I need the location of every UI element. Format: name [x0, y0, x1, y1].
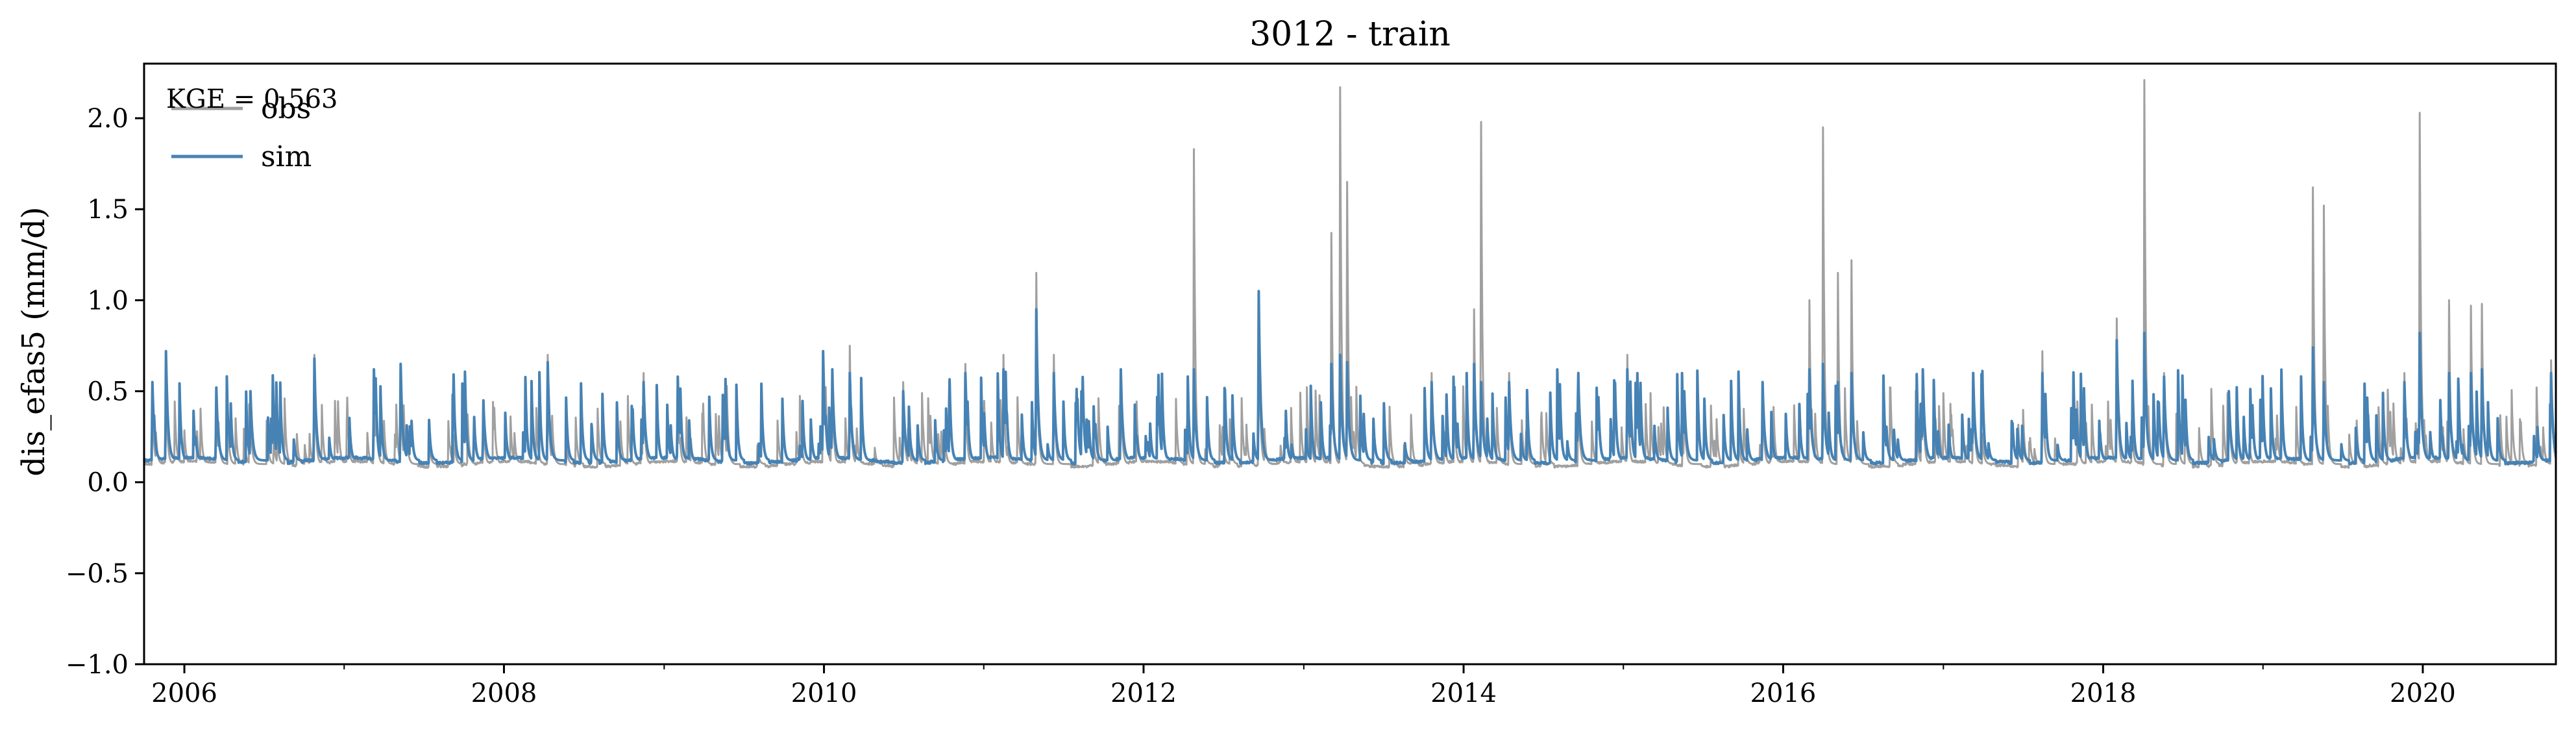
legend-sim-label: sim [261, 140, 312, 173]
y-tick-label: −1.0 [66, 650, 129, 680]
y-tick-label: 1.5 [87, 195, 129, 225]
chart-title: 3012 - train [1249, 15, 1451, 54]
legend-obs-label: obs [261, 92, 311, 125]
y-tick-label: 1.0 [87, 286, 129, 316]
x-tick-label: 2014 [1430, 679, 1497, 708]
x-tick-label: 2016 [1750, 679, 1817, 708]
x-tick-label: 2010 [791, 679, 857, 708]
plot-frame [143, 62, 2557, 666]
kge-annotation: KGE = 0.563 [166, 84, 338, 114]
y-tick-label: 0.0 [87, 468, 129, 498]
series-layer [143, 79, 2557, 469]
x-axis: 2006 2008 2010 2012 2014 2016 2018 2020 [151, 664, 2456, 708]
x-tick-label: 2012 [1110, 679, 1177, 708]
legend: obs sim [171, 92, 312, 173]
y-tick-label: −0.5 [66, 559, 129, 589]
y-axis-label: dis_efas5 (mm/d) [16, 206, 52, 476]
y-tick-label: 2.0 [87, 104, 129, 134]
y-axis: −1.0 −0.5 0.0 0.5 1.0 1.5 2.0 [66, 104, 144, 680]
y-tick-label: 0.5 [87, 377, 129, 407]
x-tick-label: 2006 [151, 679, 217, 708]
x-tick-label: 2018 [2070, 679, 2137, 708]
x-tick-label: 2020 [2390, 679, 2456, 708]
series-line-sim [143, 290, 2557, 466]
x-tick-label: 2008 [471, 679, 537, 708]
